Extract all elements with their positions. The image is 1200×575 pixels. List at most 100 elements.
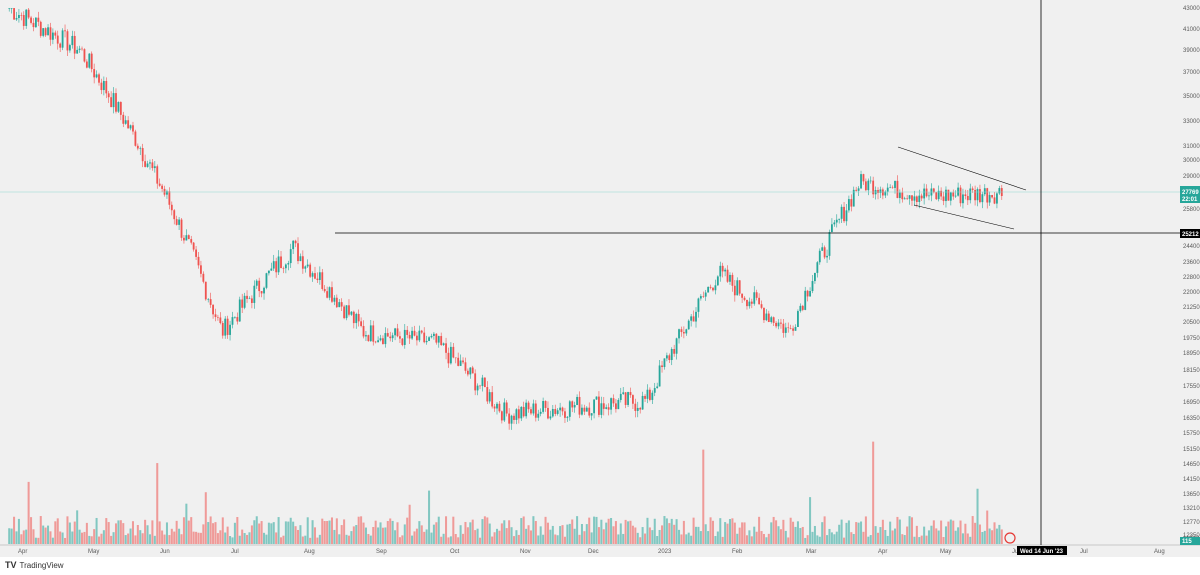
volume-bar [30, 517, 33, 544]
candle-body [634, 403, 637, 411]
candle-body [428, 337, 430, 341]
price-axis[interactable]: 43000 41000 39000 37000 35000 33000 31000 30000… [1183, 6, 1200, 542]
volume-bar [799, 528, 802, 544]
candle-body [743, 297, 746, 300]
candle-body [93, 69, 96, 78]
volume-bar [476, 528, 479, 544]
volume-bar [549, 529, 552, 544]
x-tick-label: Jul [1080, 549, 1088, 555]
volume-bar [272, 522, 275, 544]
candle-body [993, 197, 996, 204]
volume-bar [330, 517, 333, 544]
candle-body [452, 346, 455, 358]
candle-body [682, 332, 685, 334]
volume-bar [534, 521, 537, 544]
candle-body [195, 249, 197, 257]
volume-bar [454, 534, 457, 544]
volume-bar [131, 521, 134, 544]
time-axis[interactable]: Apr May Jun Jul Aug Sep Oct Nov Dec 2023 Feb Mar Apr… [18, 549, 1165, 555]
volume-bar [593, 516, 596, 544]
candle-body [619, 393, 622, 400]
volume-bar [794, 526, 797, 544]
volume-bar [270, 523, 273, 544]
candle-body [59, 43, 62, 48]
candle-body [661, 365, 663, 368]
candle-body [105, 80, 108, 94]
candle-body [204, 281, 207, 300]
candle-body [183, 237, 185, 241]
volume-bar [8, 528, 11, 544]
candle-body [479, 385, 481, 387]
volume-bar [209, 516, 212, 544]
volume-bar [255, 516, 258, 544]
volume-bar [340, 525, 343, 544]
candle-body [141, 148, 144, 162]
volume-bar [908, 516, 911, 544]
candle-body [527, 402, 530, 410]
candle-body [845, 210, 848, 222]
volume-bar [864, 516, 867, 544]
volume-bar [709, 517, 712, 544]
volume-bar [758, 516, 761, 544]
volume-bar [381, 527, 384, 544]
volume-bar [90, 536, 93, 544]
candle-body [525, 402, 528, 417]
candle-body [423, 332, 426, 343]
candle-body [806, 290, 809, 297]
volume-bar [457, 537, 460, 544]
x-tick-label: Dec [588, 549, 599, 555]
candle-body [695, 311, 697, 322]
volume-bar [250, 525, 253, 544]
candle-body [818, 250, 821, 263]
volume-bar [733, 522, 736, 544]
candle-body [124, 120, 127, 124]
candle-body [299, 256, 302, 262]
volume-bar [474, 530, 477, 544]
volume-bar [403, 524, 406, 544]
y-tick-label: 15750 [1183, 431, 1200, 437]
volume-bar [190, 517, 193, 544]
candle-body [66, 31, 69, 51]
volume-bar [139, 530, 142, 544]
volume-bar [127, 533, 130, 544]
volume-bar [263, 532, 266, 544]
candle-body [903, 198, 906, 200]
volume-bar [219, 530, 222, 544]
volume-bar [216, 533, 219, 544]
candle-body [54, 32, 57, 36]
event-marker-icon[interactable] [1004, 532, 1016, 544]
volume-bar [862, 531, 865, 544]
candle-body [73, 35, 76, 54]
volume-bar [396, 522, 399, 544]
candle-body [678, 329, 680, 339]
candle-body [217, 317, 219, 318]
volume-bar [867, 536, 870, 544]
x-tick-label: 2023 [658, 549, 672, 555]
volume-bar [821, 522, 824, 544]
volume-bar [134, 535, 137, 544]
candle-body [763, 307, 765, 321]
candle-body [486, 387, 489, 402]
candle-body [996, 193, 998, 204]
x-tick-label: Aug [304, 549, 315, 555]
volume-bar [117, 520, 120, 544]
candle-body [539, 411, 542, 414]
candle-body [88, 53, 91, 68]
candle-body [483, 377, 486, 388]
volume-bar [27, 481, 30, 544]
candle-body [656, 386, 659, 389]
volume-bar [260, 521, 263, 544]
candle-body [991, 195, 993, 198]
volume-bar [277, 517, 280, 544]
channel-upper-line [897, 146, 1027, 191]
volume-bar [668, 523, 671, 544]
volume-bar [607, 518, 610, 544]
tradingview-brand[interactable]: TV TradingView [5, 560, 64, 570]
candle-body [517, 409, 520, 419]
candle-body [500, 411, 503, 421]
volume-bar [830, 532, 833, 544]
volume-bar [857, 522, 860, 544]
volume-bar [168, 535, 171, 544]
volume-bar [877, 532, 880, 544]
candle-body [22, 15, 25, 26]
